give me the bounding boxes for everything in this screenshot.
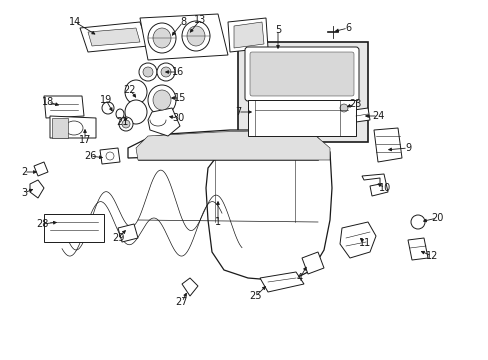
Polygon shape <box>234 22 264 48</box>
Text: 20: 20 <box>430 213 442 223</box>
Text: 7: 7 <box>234 107 241 117</box>
Polygon shape <box>407 238 427 260</box>
Polygon shape <box>260 272 304 292</box>
Polygon shape <box>80 22 148 52</box>
Text: 11: 11 <box>358 238 370 248</box>
Ellipse shape <box>182 21 209 51</box>
Text: 8: 8 <box>180 17 185 27</box>
Ellipse shape <box>125 100 147 124</box>
Text: 27: 27 <box>175 297 188 307</box>
Text: 30: 30 <box>171 113 184 123</box>
Text: 22: 22 <box>123 85 136 95</box>
Text: 19: 19 <box>100 95 112 105</box>
Text: 21: 21 <box>116 117 128 127</box>
Ellipse shape <box>116 109 124 119</box>
Ellipse shape <box>122 120 130 128</box>
Polygon shape <box>227 18 267 52</box>
Text: 16: 16 <box>171 67 184 77</box>
Text: 6: 6 <box>344 23 350 33</box>
Text: 9: 9 <box>404 143 410 153</box>
Text: 13: 13 <box>193 15 206 25</box>
Ellipse shape <box>148 85 176 115</box>
Polygon shape <box>361 174 387 196</box>
Text: 1: 1 <box>215 217 221 227</box>
Polygon shape <box>353 108 369 122</box>
Ellipse shape <box>119 117 133 131</box>
Text: 18: 18 <box>42 97 54 107</box>
Ellipse shape <box>139 63 157 81</box>
Ellipse shape <box>161 67 171 77</box>
Ellipse shape <box>148 23 176 53</box>
Text: 10: 10 <box>378 183 390 193</box>
Text: 5: 5 <box>274 25 281 35</box>
Text: 12: 12 <box>425 251 437 261</box>
Text: 4: 4 <box>296 273 303 283</box>
Polygon shape <box>44 96 84 118</box>
Text: 25: 25 <box>249 291 262 301</box>
Polygon shape <box>148 108 180 136</box>
Bar <box>44 214 104 242</box>
Ellipse shape <box>106 152 114 160</box>
Polygon shape <box>128 130 331 280</box>
Text: 26: 26 <box>83 151 96 161</box>
Ellipse shape <box>339 104 347 112</box>
FancyBboxPatch shape <box>244 47 358 101</box>
Polygon shape <box>140 14 227 60</box>
Polygon shape <box>373 128 401 162</box>
Ellipse shape <box>153 28 171 48</box>
Ellipse shape <box>65 121 83 135</box>
FancyBboxPatch shape <box>249 52 353 96</box>
Text: 28: 28 <box>36 219 48 229</box>
Text: 15: 15 <box>173 93 186 103</box>
Bar <box>238 42 367 142</box>
Ellipse shape <box>142 67 153 77</box>
Polygon shape <box>50 116 96 138</box>
Text: 3: 3 <box>21 188 27 198</box>
Text: 29: 29 <box>112 233 124 243</box>
Polygon shape <box>100 148 120 164</box>
Text: 14: 14 <box>69 17 81 27</box>
Text: 2: 2 <box>21 167 27 177</box>
Ellipse shape <box>186 26 204 46</box>
Ellipse shape <box>336 101 350 115</box>
Bar <box>247 100 355 136</box>
Polygon shape <box>136 130 329 160</box>
Ellipse shape <box>157 63 175 81</box>
Polygon shape <box>182 278 198 296</box>
Polygon shape <box>34 162 48 176</box>
Polygon shape <box>30 180 44 198</box>
Ellipse shape <box>125 80 147 104</box>
Polygon shape <box>118 224 138 242</box>
Polygon shape <box>52 118 68 138</box>
Text: 17: 17 <box>79 135 91 145</box>
Polygon shape <box>302 252 324 274</box>
Ellipse shape <box>153 90 171 110</box>
Ellipse shape <box>410 215 424 229</box>
Text: 24: 24 <box>371 111 384 121</box>
Ellipse shape <box>102 102 114 114</box>
Polygon shape <box>339 222 375 258</box>
Polygon shape <box>88 28 140 46</box>
Text: 23: 23 <box>348 99 361 109</box>
